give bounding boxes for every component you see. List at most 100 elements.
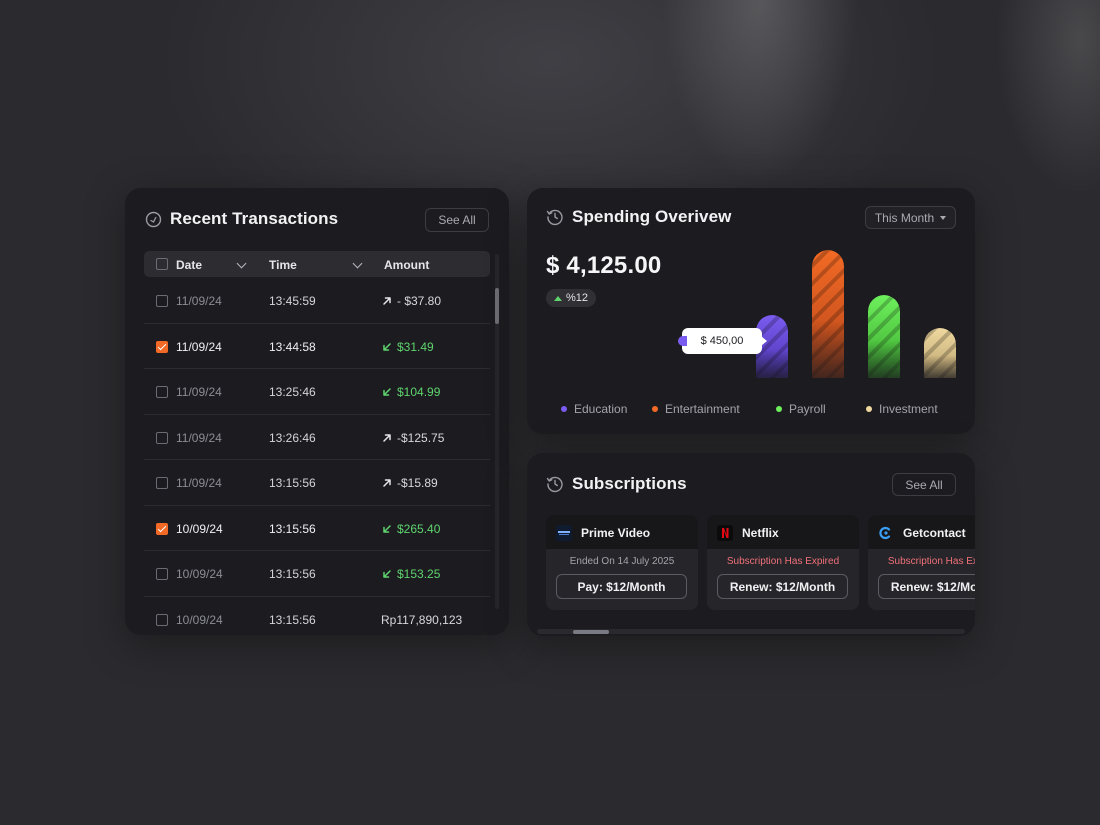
arrow-up-right-icon [383,479,391,487]
subscription-status: Subscription Has Expired [726,556,840,567]
transaction-amount: $153.25 [381,567,440,581]
horizontal-scrollbar-thumb[interactable] [573,630,609,634]
subscription-status: Ended On 14 July 2025 [569,556,675,567]
transaction-time: 13:26:46 [269,430,316,445]
table-row[interactable]: 11/09/24 13:25:46 $104.99 [144,369,490,415]
arrow-down-left-icon [383,524,391,533]
card-title: Subscriptions [572,474,687,493]
transaction-amount: Rp117,890,123 [381,613,462,627]
legend-item: Entertainment [652,402,740,416]
total-spending: $ 4,125.00 [546,252,662,279]
legend-dot [652,406,658,412]
tooltip-pointer [761,336,767,346]
transaction-time: 13:45:59 [269,294,316,308]
table-row[interactable]: 10/09/24 13:15:56 $153.25 [144,551,490,597]
see-all-button[interactable]: See All [425,208,489,232]
subscription-name: Netflix [742,526,779,540]
scrollbar-thumb[interactable] [495,288,499,324]
transaction-amount-value: $265.40 [397,521,441,536]
row-checkbox[interactable] [156,386,168,398]
transaction-time: 13:15:56 [269,476,316,490]
transaction-amount: $265.40 [381,522,440,536]
arrow-up-icon [553,295,562,301]
see-all-button[interactable]: See All [892,473,956,496]
subscriptions-list: Prime Video Ended On 14 July 2025 Pay: $12… [546,515,975,611]
subscription-name: Prime Video [581,526,651,540]
row-checkbox[interactable] [156,522,168,535]
chevron-down-icon[interactable] [236,258,247,269]
scrollbar-track[interactable] [495,254,499,609]
caret-down-icon [940,215,947,220]
transaction-amount-value: $153.25 [397,567,441,581]
transaction-amount-value: Rp117,890,123 [381,612,463,627]
clock-circle-icon [145,211,162,228]
row-checkbox[interactable] [156,431,168,444]
bar-payroll[interactable] [868,295,900,378]
horizontal-scrollbar-track[interactable] [537,629,965,634]
bar-investment[interactable] [924,328,956,378]
table-row[interactable]: 11/09/24 13:26:46 -$125.75 [144,415,490,460]
transaction-amount: $31.49 [381,340,434,354]
row-checkbox[interactable] [156,340,168,353]
netflix-icon [717,525,733,541]
transaction-date: 10/09/24 [176,567,223,581]
table-row[interactable]: 10/09/24 13:15:56 $265.40 [144,506,490,551]
bar-entertainment[interactable] [812,250,844,378]
legend-dot [776,406,782,412]
transaction-amount: - $37.80 [381,294,441,308]
card-title: Recent Transactions [170,209,339,228]
transaction-date: 11/09/24 [176,294,222,308]
transaction-amount-value: $31.49 [397,339,434,354]
subscription-card[interactable]: Prime Video Ended On 14 July 2025 Pay: $12… [546,515,698,610]
tooltip-value: $ 450,00 [700,335,744,347]
transaction-date: 11/09/24 [176,430,222,445]
transaction-amount-value: -$125.75 [397,430,445,445]
change-value: %12 [565,292,589,304]
transaction-time: 13:15:56 [269,521,316,536]
transaction-amount-value: - $37.80 [397,294,442,308]
chevron-down-icon[interactable] [352,258,363,269]
column-header-amount[interactable]: Amount [384,258,430,272]
arrow-down-left-icon [383,388,391,396]
prime-video-icon [556,525,572,541]
change-badge: %12 [546,289,596,307]
table-row[interactable]: 11/09/24 13:15:56 -$15.89 [144,460,490,506]
column-header-date[interactable]: Date [176,258,203,272]
subscription-card[interactable]: Getcontact Subscription Has Expired Renew:… [868,515,975,610]
renew-button[interactable]: Renew: $12/Month [878,574,975,599]
transaction-date: 11/09/24 [176,476,222,490]
renew-button[interactable]: Renew: $12/Month [717,574,848,599]
history-icon [546,208,564,226]
subscriptions-card: Subscriptions See All Prime Video Ended O… [527,453,975,636]
transaction-time: 13:15:56 [269,612,316,627]
row-checkbox[interactable] [156,477,168,489]
transaction-amount: $104.99 [381,385,440,399]
legend-label: Investment [879,402,938,416]
pay-button[interactable]: Pay: $12/Month [556,574,687,599]
row-checkbox[interactable] [156,613,168,626]
transaction-amount: -$125.75 [381,431,444,445]
transaction-date: 11/09/24 [176,339,222,354]
legend-label: Entertainment [665,402,740,416]
table-row[interactable]: 10/09/24 13:15:56 Rp117,890,123 [144,597,490,636]
table-row[interactable]: 11/09/24 13:44:58 $31.49 [144,324,490,369]
recent-transactions-card: Recent Transactions See All Date Time Am… [125,188,509,635]
row-checkbox[interactable] [156,568,168,580]
legend-label: Education [574,402,628,416]
row-checkbox[interactable] [156,295,168,307]
column-header-time[interactable]: Time [269,258,297,272]
transaction-amount-value: $104.99 [397,385,441,399]
legend-dot [866,406,872,412]
subscription-status: Subscription Has Expired [887,556,975,567]
bar-education[interactable] [756,315,788,378]
period-dropdown[interactable]: This Month [865,206,956,229]
table-row[interactable]: 11/09/24 13:45:59 - $37.80 [144,278,490,324]
select-all-checkbox[interactable] [156,258,168,270]
transaction-time: 13:44:58 [269,339,316,354]
arrow-down-left-icon [383,570,391,578]
arrow-down-left-icon [383,342,391,351]
transaction-amount-value: -$15.89 [397,476,438,490]
transaction-time: 13:25:46 [269,385,316,399]
chart-tooltip: $ 450,00 [678,328,767,354]
subscription-card[interactable]: Netflix Subscription Has Expired Renew: $1… [707,515,859,610]
